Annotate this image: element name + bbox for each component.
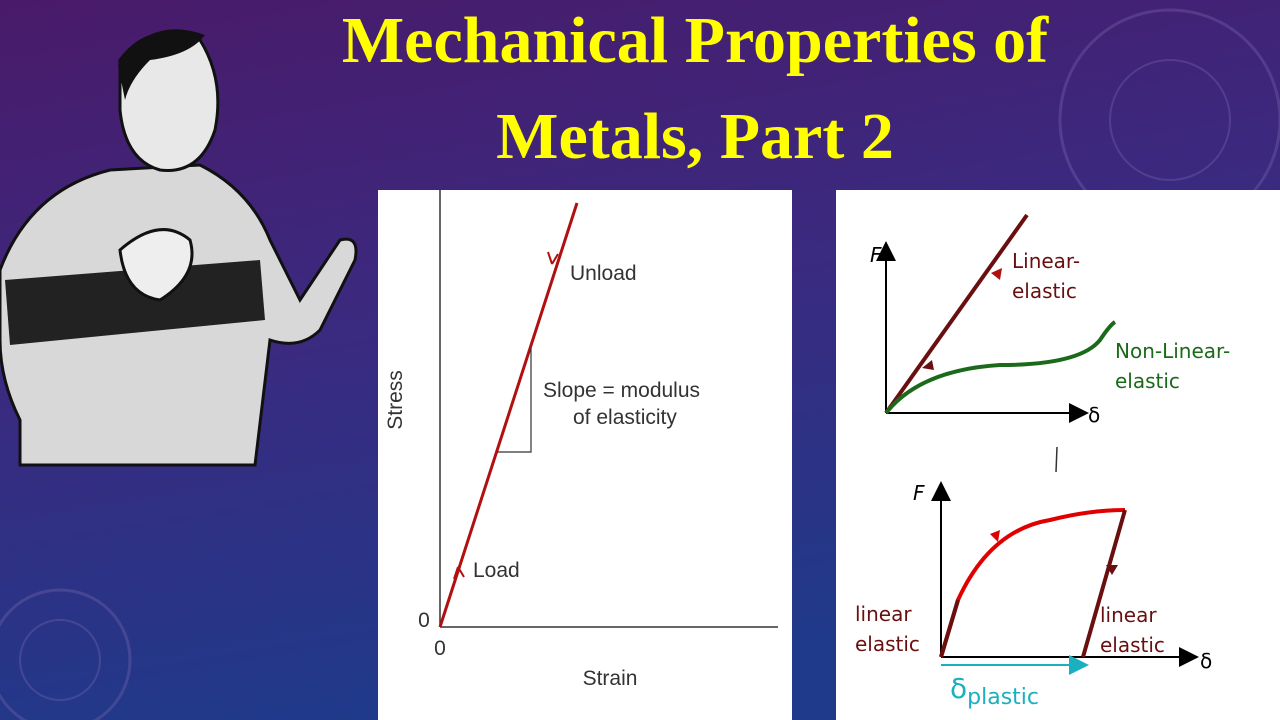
left-label: elastic bbox=[855, 632, 920, 656]
plastic-symbol: δ bbox=[950, 672, 967, 705]
elastic-diagram: F δ Linear- elastic Non-Linear- elastic bbox=[870, 213, 1230, 427]
x-axis-label: δ bbox=[1088, 403, 1100, 427]
plastic-subscript: plastic bbox=[967, 685, 1039, 710]
y-axis-label: F bbox=[913, 481, 925, 505]
linear-label: Linear- bbox=[1012, 249, 1080, 273]
x-axis-label: δ bbox=[1200, 649, 1212, 673]
x-origin: 0 bbox=[434, 637, 446, 660]
right-label: elastic bbox=[1100, 633, 1165, 657]
nonlinear-label: Non-Linear- bbox=[1115, 339, 1230, 363]
nonlinear-label: elastic bbox=[1115, 369, 1180, 393]
panel bbox=[378, 190, 792, 720]
y-origin: 0 bbox=[418, 609, 430, 632]
presenter-illustration bbox=[0, 29, 358, 467]
separator bbox=[1055, 446, 1058, 473]
left-label: linear bbox=[855, 602, 912, 626]
linear-label: elastic bbox=[1012, 279, 1077, 303]
y-axis-label: Stress bbox=[384, 370, 407, 430]
slope-label: of elasticity bbox=[573, 406, 677, 429]
title-line: Mechanical Properties of bbox=[342, 4, 1049, 77]
title-line: Metals, Part 2 bbox=[496, 100, 894, 173]
panel bbox=[836, 190, 1280, 720]
slope-label: Slope = modulus bbox=[543, 379, 700, 402]
unload-label: Unload bbox=[570, 262, 637, 285]
right-label: linear bbox=[1100, 603, 1157, 627]
load-label: Load bbox=[473, 559, 520, 582]
plastic-label: δplastic bbox=[950, 672, 1039, 710]
stress-strain-diagram: Unload Slope = modulus of elasticity Loa… bbox=[378, 190, 792, 720]
y-axis-label: F bbox=[870, 243, 882, 267]
plastic-diagram: F δ linear elastic linear elastic δplast… bbox=[855, 481, 1212, 710]
x-axis-label: Strain bbox=[583, 667, 638, 690]
